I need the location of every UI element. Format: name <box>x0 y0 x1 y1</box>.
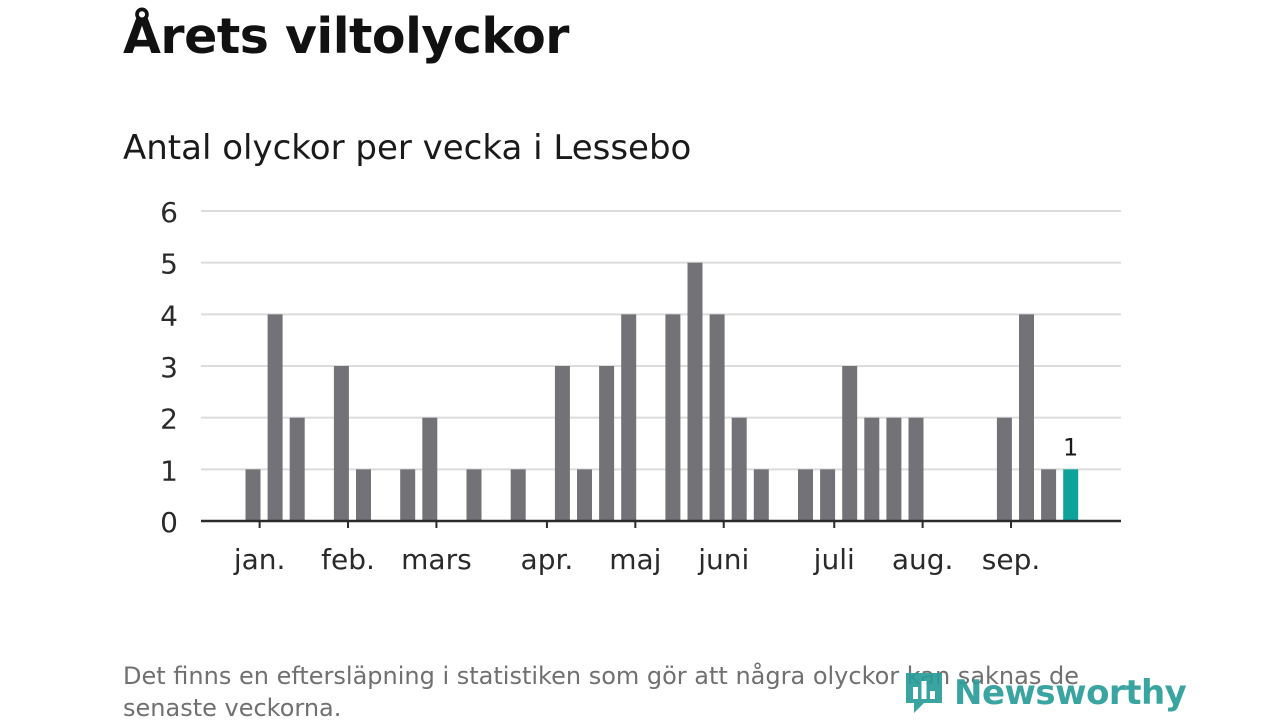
data-labels: 1 <box>1063 433 1078 461</box>
bar <box>1041 469 1057 521</box>
newsworthy-logo-icon <box>906 673 942 713</box>
x-tick-label: jan. <box>233 543 286 576</box>
bar <box>422 417 438 521</box>
y-tick-label: 2 <box>160 403 178 436</box>
y-tick-label: 0 <box>160 506 178 539</box>
y-tick-label: 1 <box>160 454 178 487</box>
y-tick-label: 6 <box>160 196 178 229</box>
bar <box>289 417 305 521</box>
bar <box>356 469 371 521</box>
x-tick-label: sep. <box>982 543 1041 576</box>
y-tick-label: 3 <box>160 351 178 384</box>
bar <box>333 366 349 521</box>
bar <box>665 314 681 521</box>
x-tick-label: mars <box>401 543 472 576</box>
bar <box>886 417 902 521</box>
x-tick-label: juli <box>813 543 855 576</box>
x-tick-label: aug. <box>892 543 954 576</box>
bar <box>621 314 637 521</box>
chart-title: Årets viltolyckor <box>123 8 569 65</box>
x-tick-label: juni <box>697 543 749 576</box>
bar <box>245 469 261 521</box>
chart-subtitle: Antal olyckor per vecka i Lessebo <box>123 128 692 168</box>
bar-highlight <box>1063 469 1079 521</box>
grid-lines <box>201 210 1121 471</box>
bar <box>996 417 1012 521</box>
newsworthy-logo-text: Newsworthy <box>954 673 1187 713</box>
bar <box>599 366 615 521</box>
data-label-latest: 1 <box>1063 433 1078 461</box>
bar <box>687 262 703 521</box>
x-tick-label: apr. <box>521 543 574 576</box>
bar <box>908 417 924 521</box>
bar <box>709 314 725 521</box>
bar <box>842 366 858 521</box>
y-tick-label: 5 <box>160 248 178 281</box>
bar <box>554 366 570 521</box>
x-tick-label: feb. <box>321 543 375 576</box>
y-axis-ticks: 0 1 2 3 4 5 6 <box>160 196 178 539</box>
bar <box>820 469 836 521</box>
bar <box>753 469 769 521</box>
bar <box>267 314 283 521</box>
bar <box>466 469 482 521</box>
bar <box>864 417 880 521</box>
x-tick-label: maj <box>609 543 661 576</box>
bar <box>731 417 747 521</box>
bar <box>1019 314 1034 521</box>
bars <box>245 262 1079 521</box>
bar <box>798 469 813 521</box>
bar <box>400 469 416 521</box>
bar <box>577 469 592 521</box>
y-tick-label: 4 <box>160 299 178 332</box>
newsworthy-logo[interactable]: Newsworthy <box>902 668 1187 718</box>
x-axis-month-labels: jan. feb. mars apr. maj juni juli aug. sep. <box>233 521 1040 576</box>
bar <box>510 469 526 521</box>
